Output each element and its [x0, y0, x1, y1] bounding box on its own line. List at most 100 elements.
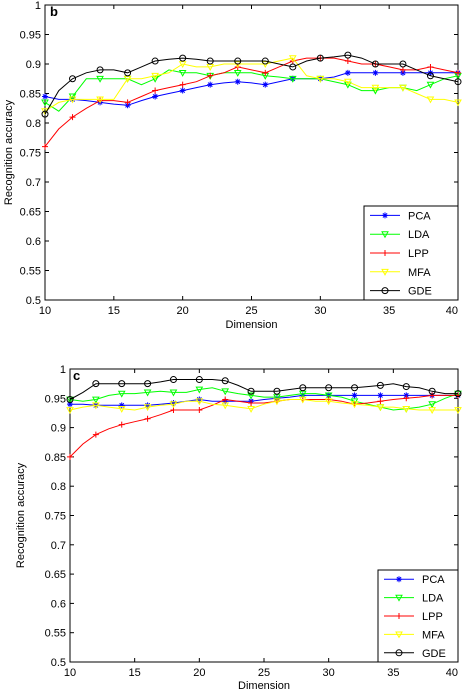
series-mfa	[41, 55, 462, 116]
data-point-mfa	[206, 64, 215, 71]
data-point-pca	[344, 69, 351, 76]
data-point-gde	[151, 57, 159, 65]
data-point-mfa	[151, 72, 159, 80]
data-point-mfa	[454, 99, 462, 107]
data-point-mfa	[92, 402, 100, 410]
data-point-lpp	[42, 143, 48, 150]
x-tick-label: 20	[177, 305, 189, 317]
data-point-pca	[372, 69, 379, 76]
legend-marker-mfa	[381, 268, 389, 276]
series-line-lpp	[44, 57, 459, 147]
data-point-gde	[69, 75, 77, 83]
legend-marker-lda	[395, 594, 403, 602]
data-point-mfa	[428, 407, 436, 415]
data-point-pca	[152, 93, 159, 100]
data-point-mfa	[68, 96, 77, 104]
data-point-lda	[324, 392, 333, 400]
y-tick-label: 1	[35, 0, 41, 12]
data-point-gde	[66, 395, 74, 403]
data-point-mfa	[288, 55, 297, 63]
y-tick-label: 0.7	[26, 177, 41, 189]
data-point-lda	[344, 81, 352, 89]
data-point-lpp	[152, 87, 159, 94]
legend-entry-lda: LDA	[422, 593, 444, 605]
legend-marker-lpp	[396, 613, 402, 619]
data-point-gde	[428, 387, 436, 395]
legend-entry-pca: PCA	[408, 210, 431, 222]
y-tick-label: 0.95	[20, 30, 41, 42]
data-point-gde	[402, 383, 410, 391]
data-point-gde	[289, 63, 297, 71]
legend-marker-mfa	[395, 631, 403, 639]
legend-entry-lpp: LPP	[408, 248, 429, 260]
data-point-pca	[234, 78, 241, 85]
data-point-lpp	[179, 81, 186, 88]
series-lpp	[67, 392, 461, 460]
data-point-mfa	[399, 84, 407, 92]
data-point-lda	[428, 401, 436, 409]
x-tick-label: 15	[129, 667, 141, 679]
x-axis-label: Dimension	[238, 680, 290, 691]
y-tick-label: 0.5	[51, 657, 66, 669]
data-point-pca	[207, 81, 214, 88]
data-point-lpp	[196, 407, 203, 414]
x-tick-label: 10	[64, 667, 76, 679]
data-point-mfa	[233, 61, 242, 69]
data-point-gde	[351, 384, 359, 392]
data-point-lda	[371, 87, 380, 95]
data-point-lpp	[222, 396, 229, 403]
data-point-mfa	[123, 75, 132, 83]
data-point-lpp	[377, 398, 384, 405]
y-tick-label: 0.75	[20, 148, 41, 160]
data-point-mfa	[143, 404, 152, 412]
data-point-lpp	[144, 415, 151, 422]
data-point-mfa	[316, 75, 325, 83]
data-point-lpp	[118, 421, 125, 428]
data-point-gde	[454, 390, 462, 398]
series-gde	[41, 51, 462, 118]
data-point-pca	[42, 93, 48, 100]
data-point-lda	[426, 81, 435, 89]
data-point-lpp	[67, 453, 73, 460]
legend-marker-lpp	[382, 250, 388, 256]
data-point-mfa	[178, 61, 187, 69]
data-point-lda	[96, 75, 104, 83]
data-point-gde	[371, 60, 379, 68]
data-point-gde	[399, 60, 407, 68]
panel-label: c	[73, 368, 80, 383]
data-point-mfa	[350, 401, 359, 409]
data-point-lda	[178, 69, 187, 77]
x-tick-label: 35	[387, 667, 399, 679]
data-point-gde	[124, 69, 132, 77]
data-point-mfa	[66, 407, 74, 415]
data-point-lda	[247, 392, 255, 400]
data-point-mfa	[221, 402, 230, 410]
y-axis-label: Recognition accuracy	[15, 462, 27, 568]
y-tick-label: 0.8	[26, 118, 41, 130]
data-point-lda	[233, 69, 242, 77]
x-tick-label: 10	[39, 305, 51, 317]
y-tick-label: 0.85	[45, 452, 66, 464]
x-tick-label: 30	[323, 667, 335, 679]
legend-entry-lpp: LPP	[422, 611, 443, 623]
legend-entry-pca: PCA	[422, 574, 445, 586]
legend-entry-gde: GDE	[408, 286, 432, 298]
legend-entry-mfa: MFA	[422, 629, 445, 641]
legend-marker-gde	[395, 649, 403, 657]
chart-panel-c: 0.5 0.55 0.6 0.65 0.7 0.75 0.8 0.85 0.9 0.95 1 10 15…	[15, 364, 462, 692]
data-point-lpp	[69, 114, 76, 121]
data-point-lda	[41, 99, 49, 107]
data-point-lpp	[429, 392, 436, 399]
legend-entry-mfa: MFA	[408, 267, 431, 279]
data-point-mfa	[454, 407, 462, 415]
legend-marker-pca	[382, 212, 388, 219]
y-tick-label: 0.8	[51, 481, 66, 493]
data-point-mfa	[371, 84, 380, 92]
data-point-mfa	[169, 401, 178, 409]
data-point-lda	[221, 388, 230, 396]
data-point-lpp	[399, 66, 406, 73]
x-tick-label: 20	[193, 667, 205, 679]
data-point-gde	[179, 54, 187, 62]
x-tick-label: 15	[108, 305, 120, 317]
data-point-gde	[206, 57, 214, 65]
